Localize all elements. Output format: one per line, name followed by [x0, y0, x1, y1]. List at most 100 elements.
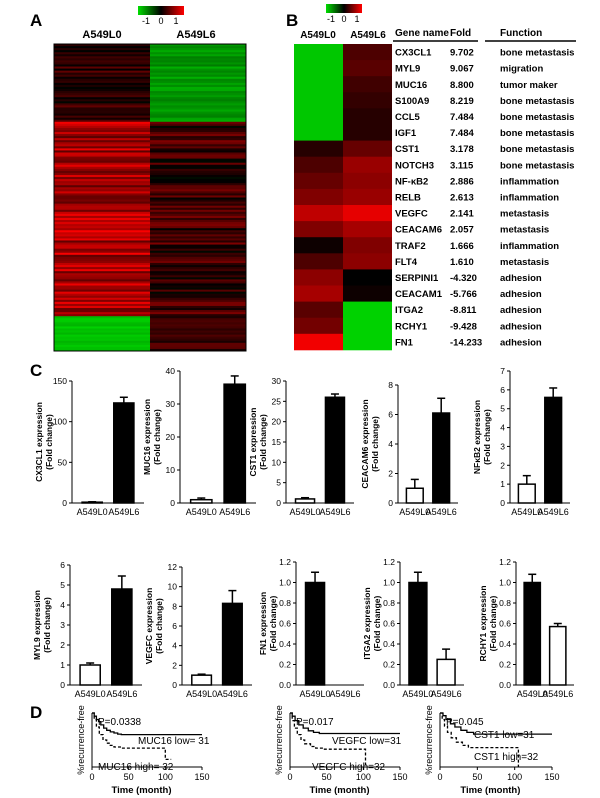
bar — [436, 658, 456, 686]
heatmap-a-cell — [150, 285, 246, 288]
heatmap-a-cell — [54, 209, 150, 213]
heatmap-a-cell — [54, 279, 150, 282]
heatmap-b-col-label-1: A549L6 — [350, 30, 386, 41]
heatmap-a-cell — [150, 258, 246, 262]
survival-curve — [290, 712, 400, 735]
bar — [191, 674, 213, 686]
y-tick-label: 30 — [166, 399, 176, 409]
heatmap-a-cell — [150, 66, 246, 69]
survival-curve — [290, 712, 367, 767]
heatmap-a-cell — [54, 267, 150, 270]
heatmap-a-cell — [54, 52, 150, 55]
heatmap-a-cell — [54, 138, 150, 141]
x-category-label: A549L0 — [186, 689, 217, 699]
gene-name: VEGFC — [395, 209, 428, 220]
gene-name: CX3CL1 — [395, 48, 432, 59]
heatmap-b-cell — [294, 285, 343, 302]
gene-function: inflammation — [500, 176, 559, 187]
heatmap-a-cell — [150, 281, 246, 284]
heatmap-b-cell — [343, 44, 392, 61]
heatmap-a-cell — [54, 66, 150, 69]
heatmap-a-cell — [54, 342, 150, 346]
gene-name: CEACAM1 — [395, 289, 443, 300]
x-category-label: A549L0 — [75, 689, 106, 699]
heatmap-a-cell — [54, 187, 150, 190]
heatmap-b-cell — [294, 333, 343, 351]
heatmap-a-cell — [150, 271, 246, 274]
heatmap-a-cell — [150, 217, 246, 221]
gene-name: ITGA2 — [395, 305, 423, 316]
fold-value: 3.115 — [450, 160, 474, 171]
heatmap-a-cell — [54, 191, 150, 194]
y-tick-label: 0.2 — [279, 660, 291, 670]
x-tick-label: 0 — [89, 772, 94, 782]
y-tick-label: 40 — [166, 366, 176, 376]
heatmap-a-cell — [150, 105, 246, 108]
heatmap-a-cell — [150, 74, 246, 78]
scale-tick-a-0: -1 — [142, 16, 150, 26]
heatmap-a-cell — [150, 334, 246, 338]
heatmap-a-cell — [150, 193, 246, 196]
bar-chart: 0 1 2 3 4 5 6 A549L0 A549L6 MYL9 expression(Fold … — [32, 560, 142, 699]
heatmap-a-cell — [150, 262, 246, 266]
heatmap-b-cell — [343, 269, 392, 286]
heatmap-a-cell — [54, 293, 150, 297]
y-axis-label: CST1 expression(Fold change) — [248, 408, 268, 477]
heatmap-a-cell — [54, 326, 150, 329]
heatmap-a-cell — [150, 115, 246, 119]
heatmap-a-cell — [54, 82, 150, 86]
heatmap-a-cell — [54, 211, 150, 215]
heatmap-a-cell — [150, 93, 246, 96]
gene-function: bone metastasis — [500, 96, 574, 107]
heatmap-a-cell — [150, 228, 246, 231]
heatmap-a-cell — [150, 336, 246, 340]
heatmap-a: -1 0 1 A549L0 A549L6 — [53, 6, 247, 352]
y-tick-label: 0.8 — [383, 598, 395, 608]
y-tick-label: 0.8 — [499, 598, 511, 608]
heatmap-a-cell — [150, 275, 246, 278]
heatmap-a-cell — [150, 95, 246, 98]
heatmap-b-header-gene: Gene name — [395, 28, 449, 39]
gene-name: S100A9 — [395, 96, 429, 107]
heatmap-a-cell — [54, 185, 150, 188]
gene-function: bone metastasis — [500, 160, 574, 171]
heatmap-b-cell — [343, 333, 392, 351]
heatmap-a-cell — [54, 127, 150, 131]
y-tick-label: 4 — [172, 641, 177, 651]
heatmap-a-cell — [54, 91, 150, 94]
panel-label-c: C — [30, 361, 42, 380]
bar — [113, 402, 135, 504]
x-category-label: A549L0 — [399, 507, 430, 517]
heatmap-a-cell — [54, 287, 150, 290]
heatmap-b-cell — [294, 269, 343, 286]
heatmap-a-cell — [150, 244, 246, 248]
heatmap-a-cell — [54, 314, 150, 317]
fold-value: 3.178 — [450, 144, 474, 155]
heatmap-b-cell — [343, 156, 392, 174]
heatmap-a-cell — [150, 207, 246, 211]
heatmap-a-cell — [150, 344, 246, 348]
heatmap-a-cell — [54, 285, 150, 288]
heatmap-a-cell — [54, 80, 150, 84]
heatmap-a-cell — [54, 291, 150, 295]
heatmap-a-cell — [150, 140, 246, 143]
y-tick-label: 5 — [500, 404, 505, 414]
gene-function: bone metastasis — [500, 112, 574, 123]
panel-label-d: D — [30, 703, 42, 722]
x-category-label: A549L6 — [426, 507, 457, 517]
heatmap-a-cell — [150, 310, 246, 313]
heatmap-a-cell — [54, 56, 150, 59]
heatmap-a-cell — [150, 203, 246, 207]
y-tick-label: 100 — [53, 417, 67, 427]
heatmap-a-cell — [54, 334, 150, 338]
bar — [517, 483, 536, 504]
heatmap-a-cell — [54, 168, 150, 172]
heatmap-a-cell — [54, 213, 150, 217]
gene-function: inflammation — [500, 241, 559, 252]
heatmap-a-cell — [150, 256, 246, 260]
y-tick-label: 2 — [60, 640, 65, 650]
heatmap-b-cell — [343, 92, 392, 109]
y-tick-label: 30 — [272, 376, 282, 386]
heatmap-a-cell — [150, 267, 246, 270]
heatmap-a-cell — [150, 199, 246, 202]
